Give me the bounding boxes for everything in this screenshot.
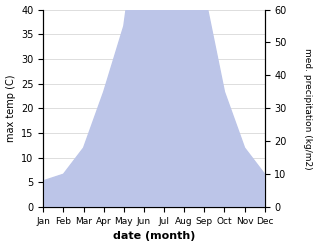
Y-axis label: med. precipitation (kg/m2): med. precipitation (kg/m2)	[303, 48, 313, 169]
X-axis label: date (month): date (month)	[113, 231, 195, 242]
Y-axis label: max temp (C): max temp (C)	[5, 75, 16, 142]
